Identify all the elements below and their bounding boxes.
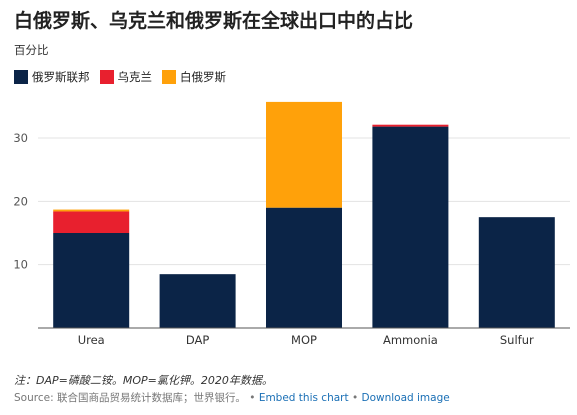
x-tick-label: MOP xyxy=(291,333,317,347)
legend-swatch-belarus xyxy=(162,70,176,84)
bar-ammonia-series-1[interactable] xyxy=(372,124,449,127)
x-tick-label: Sulfur xyxy=(500,333,534,347)
bar-mop-series-0[interactable] xyxy=(266,207,342,328)
y-tick-label: 20 xyxy=(13,194,28,208)
chart-note: 注：DAP=磷酸二铵。MOP=氯化钾。2020年数据。 xyxy=(14,374,273,387)
bar-sulfur-series-0[interactable] xyxy=(478,217,555,328)
bar-mop-series-2[interactable] xyxy=(266,101,342,208)
chart-subtitle: 百分比 xyxy=(14,43,49,57)
chart-source: Source: 联合国商品贸易统计数据库；世界银行。 • Embed this … xyxy=(14,390,450,405)
legend-label-ukraine: 乌克兰 xyxy=(117,70,153,84)
bar-ammonia-series-0[interactable] xyxy=(372,126,449,328)
source-text: Source: 联合国商品贸易统计数据库；世界银行。 xyxy=(14,392,246,404)
legend-label-belarus: 白俄罗斯 xyxy=(180,70,226,84)
legend-item-russia[interactable]: 俄罗斯联邦 xyxy=(14,69,90,85)
download-image-link[interactable]: Download image xyxy=(361,392,450,404)
x-tick-label: Urea xyxy=(78,333,105,347)
legend-item-belarus[interactable]: 白俄罗斯 xyxy=(162,69,226,85)
bar-urea-series-2[interactable] xyxy=(53,209,130,212)
x-tick-label: Ammonia xyxy=(383,333,438,347)
bar-chart: 10 20 30 Urea DAP MOP Ammonia Sulfur xyxy=(13,101,570,347)
bar-urea-series-1[interactable] xyxy=(53,211,130,233)
legend-swatch-russia xyxy=(14,70,28,84)
legend-item-ukraine[interactable]: 乌克兰 xyxy=(99,69,153,85)
bars xyxy=(53,101,555,328)
x-tick-label: DAP xyxy=(186,333,210,347)
y-tick-label: 30 xyxy=(13,131,28,145)
legend: 俄罗斯联邦 乌克兰 白俄罗斯 xyxy=(14,69,236,85)
y-tick-label: 10 xyxy=(13,258,28,272)
source-separator-1: • xyxy=(245,392,259,404)
embed-chart-link[interactable]: Embed this chart xyxy=(258,392,349,404)
bar-dap-series-0[interactable] xyxy=(159,274,236,328)
legend-swatch-ukraine xyxy=(99,70,114,84)
chart-title: 白俄罗斯、乌克兰和俄罗斯在全球出口中的占比 xyxy=(14,10,414,32)
legend-label-russia: 俄罗斯联邦 xyxy=(32,70,90,84)
source-separator-2: • xyxy=(348,392,362,404)
bar-urea-series-0[interactable] xyxy=(53,233,130,328)
axes: 10 20 30 Urea DAP MOP Ammonia Sulfur xyxy=(13,131,570,347)
